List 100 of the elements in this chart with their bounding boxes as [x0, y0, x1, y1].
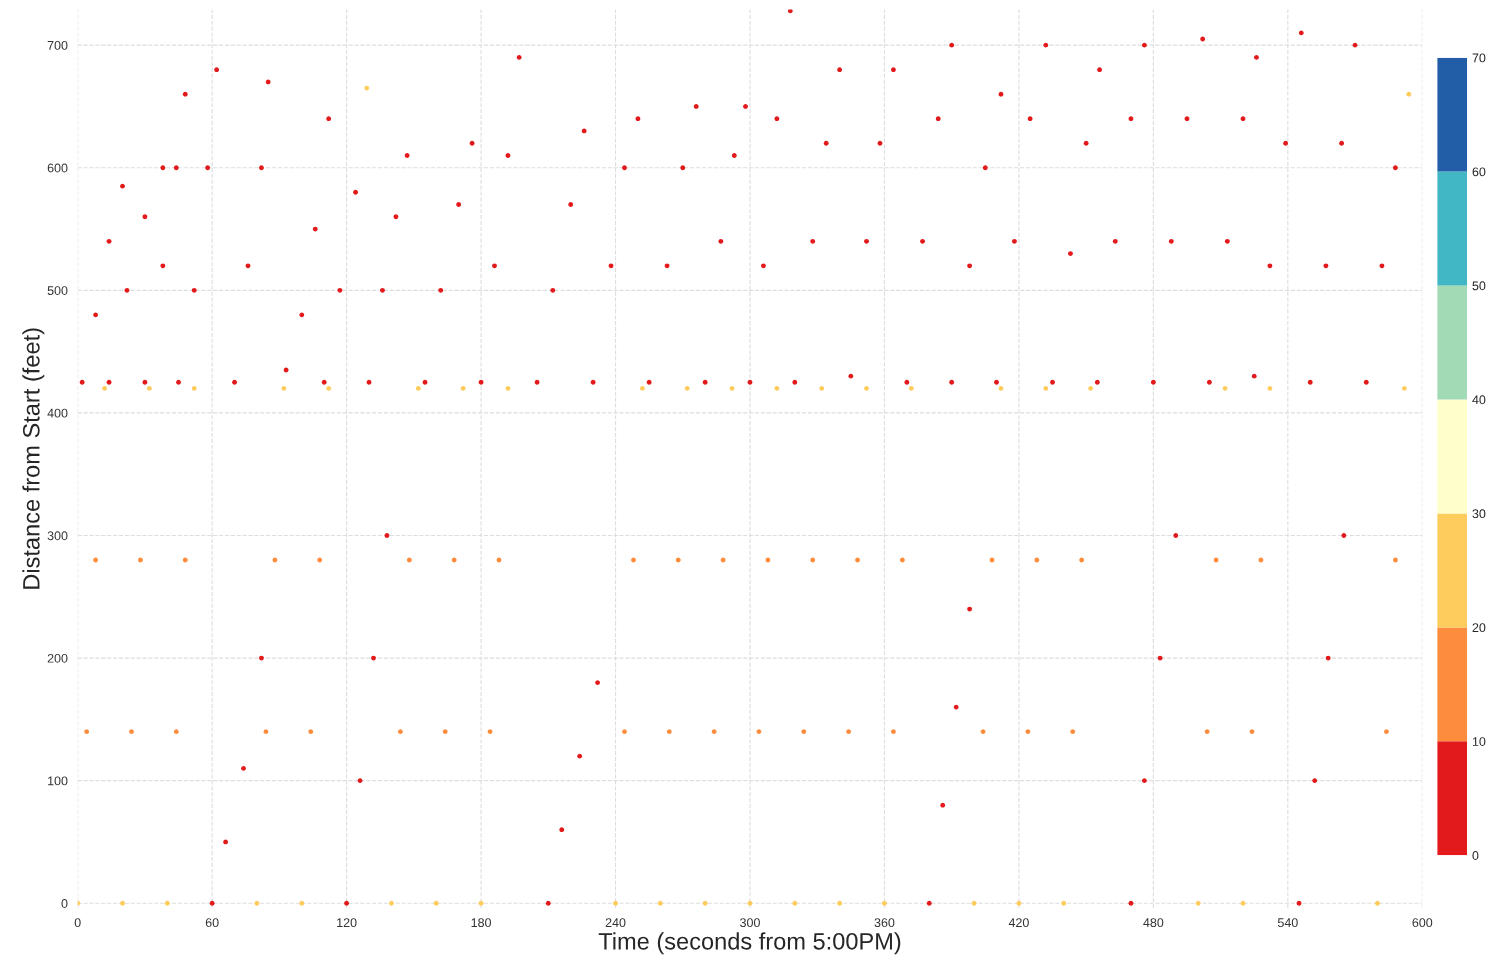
point — [79, 379, 85, 385]
point — [1341, 533, 1347, 538]
point — [469, 140, 475, 146]
color-bar-label: 70 — [1472, 53, 1486, 63]
x-tick-label: 480 — [1143, 918, 1164, 928]
point — [160, 263, 166, 269]
point — [949, 42, 955, 48]
point — [1050, 379, 1055, 385]
point — [920, 238, 925, 244]
point — [1173, 533, 1179, 538]
point — [1379, 263, 1385, 269]
color-bar-label: 50 — [1472, 281, 1486, 291]
color-bar-label: 0 — [1472, 851, 1479, 860]
point — [1200, 36, 1206, 42]
point — [693, 104, 699, 109]
point — [353, 189, 358, 195]
point — [848, 373, 854, 379]
point — [321, 379, 327, 385]
point — [774, 116, 780, 122]
point — [1298, 30, 1304, 36]
point — [241, 765, 246, 771]
y-axis-title: Distance from Start (feet) — [22, 328, 45, 589]
point — [761, 263, 766, 269]
color-bar-label: 30 — [1472, 509, 1486, 519]
point — [635, 116, 641, 122]
point — [1128, 116, 1134, 122]
point — [1251, 373, 1257, 379]
point — [664, 263, 670, 269]
point — [743, 104, 748, 109]
point — [1168, 238, 1174, 244]
point — [106, 379, 112, 385]
point — [747, 379, 753, 385]
point — [142, 214, 148, 220]
point — [1112, 238, 1118, 244]
x-tick-label: 540 — [1277, 918, 1298, 928]
color-bar-label: 20 — [1472, 623, 1486, 633]
x-axis-title: Time (seconds from 5:00PM) — [598, 932, 901, 955]
point — [106, 238, 112, 244]
point — [1128, 900, 1134, 906]
point — [595, 680, 601, 685]
x-tick-label: 600 — [1412, 918, 1433, 928]
point — [209, 900, 215, 906]
point — [935, 116, 941, 122]
point — [559, 827, 565, 833]
point — [590, 379, 596, 385]
y-tick-label: 300 — [47, 531, 68, 541]
point — [1254, 55, 1259, 60]
point — [680, 165, 686, 171]
point — [949, 379, 955, 385]
x-tick-label: 120 — [337, 918, 357, 928]
y-tick-label: 500 — [47, 286, 68, 295]
y-tick-label: 0 — [61, 899, 68, 908]
point — [1224, 238, 1230, 244]
point — [344, 900, 350, 906]
point — [245, 263, 251, 269]
point — [550, 287, 556, 293]
point — [1142, 42, 1147, 48]
point — [1240, 116, 1246, 122]
point — [259, 165, 264, 171]
point — [545, 900, 551, 906]
point — [926, 900, 932, 906]
point — [622, 165, 627, 171]
point — [120, 183, 125, 189]
color-bar-label: 60 — [1472, 167, 1486, 177]
point — [404, 153, 410, 158]
point — [326, 116, 332, 122]
point — [1323, 263, 1329, 269]
point — [837, 67, 843, 73]
point — [608, 263, 614, 269]
point — [967, 263, 973, 269]
point — [646, 379, 652, 385]
y-tick-label: 600 — [47, 163, 68, 173]
point — [1312, 778, 1318, 784]
y-tick-label: 200 — [47, 653, 68, 663]
point — [160, 165, 166, 171]
point — [393, 214, 399, 220]
point — [124, 287, 130, 293]
point — [1043, 42, 1049, 48]
point — [438, 287, 444, 293]
point — [176, 379, 181, 385]
x-tick-label: 180 — [471, 918, 492, 928]
point — [702, 379, 708, 385]
point — [456, 202, 462, 207]
point — [182, 91, 188, 97]
point — [142, 379, 148, 385]
point — [940, 802, 946, 808]
point — [877, 140, 883, 146]
point — [191, 287, 197, 293]
point — [731, 153, 737, 158]
x-tick-label: 300 — [740, 918, 760, 928]
point — [1339, 140, 1345, 146]
point — [1296, 900, 1302, 906]
point — [1068, 251, 1073, 256]
point — [1150, 379, 1156, 385]
x-tick-label: 0 — [74, 918, 81, 928]
point — [1094, 379, 1100, 385]
point — [718, 238, 724, 244]
point — [1283, 140, 1288, 146]
point — [93, 312, 99, 318]
point — [422, 379, 428, 385]
